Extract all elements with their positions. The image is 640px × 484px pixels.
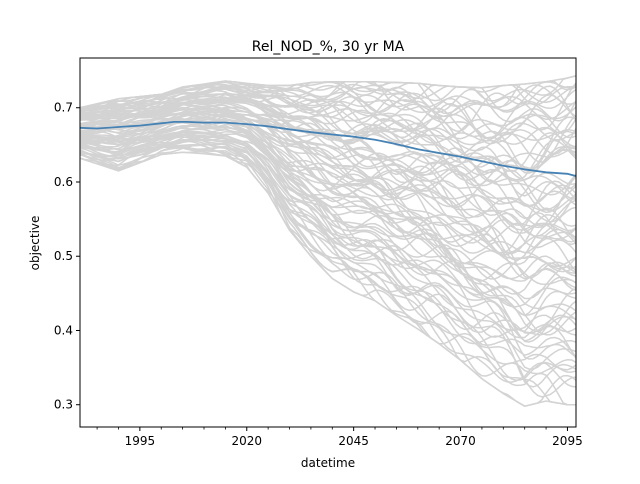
ensemble-line — [80, 93, 576, 170]
x-tick-label: 2095 — [552, 434, 583, 448]
y-tick-label: 0.4 — [54, 323, 73, 337]
ensemble-line — [80, 93, 576, 173]
y-axis-label: objective — [28, 216, 42, 271]
ensemble-line — [80, 106, 576, 226]
y-tick-label: 0.6 — [54, 175, 73, 189]
ensemble-line — [80, 113, 576, 235]
x-tick-label: 2070 — [445, 434, 476, 448]
y-tick-label: 0.5 — [54, 249, 73, 263]
ensemble-line — [80, 134, 576, 335]
plot-area — [80, 75, 576, 408]
ensemble-upper-bound — [80, 75, 576, 109]
x-tick-label: 2020 — [231, 434, 262, 448]
ensemble-line — [80, 101, 576, 205]
mean-line — [80, 121, 576, 177]
ensemble-line — [80, 110, 576, 227]
ensemble-line — [80, 119, 576, 280]
ensemble-line — [80, 143, 576, 377]
ensemble-line — [80, 138, 576, 349]
y-tick-label: 0.3 — [54, 398, 73, 412]
ensemble-line — [80, 135, 576, 338]
ensemble-line — [80, 127, 576, 300]
axes-frame — [79, 57, 577, 428]
ensemble-line — [80, 111, 576, 243]
ensemble-line — [80, 80, 576, 115]
ensemble-line — [80, 128, 576, 308]
ensemble-lower-bound — [80, 151, 576, 408]
ensemble-line — [80, 83, 576, 139]
x-tick-label: 2045 — [338, 434, 369, 448]
ensemble-line — [80, 135, 576, 336]
x-tick-label: 1995 — [125, 434, 156, 448]
x-axis-label: datetime — [301, 456, 355, 470]
y-tick-label: 0.7 — [54, 101, 73, 115]
ensemble-line — [80, 107, 576, 218]
chart-title: Rel_NOD_%, 30 yr MA — [252, 39, 405, 55]
